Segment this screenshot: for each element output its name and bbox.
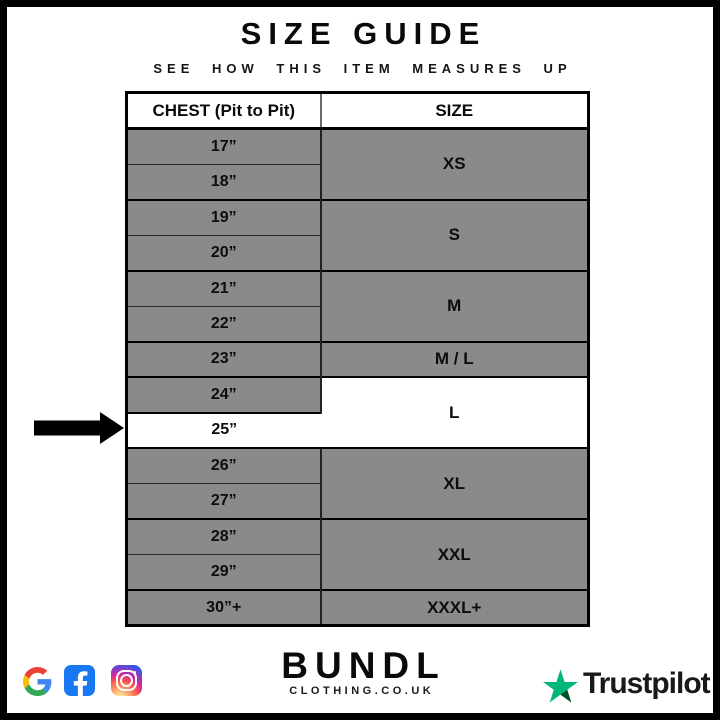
instagram-camera-body — [116, 670, 137, 691]
size-column-header: SIZE — [319, 92, 589, 130]
table-row: 26” XL — [126, 447, 589, 519]
chest-cell: 17” — [126, 127, 321, 164]
size-cell: XXXL+ — [319, 589, 589, 626]
size-cell: XL — [319, 447, 589, 519]
brand-name: BUNDL — [281, 645, 446, 686]
table-row: 24” L — [126, 376, 589, 448]
table-row: 29” — [126, 554, 589, 590]
table-row: 20” — [126, 234, 589, 271]
chest-cell: 21” — [126, 269, 321, 306]
trustpilot-wordmark: Trustpilot — [583, 667, 711, 700]
instagram-camera-flash — [133, 671, 136, 674]
trustpilot-logo[interactable]: Trustpilot — [543, 665, 711, 703]
chest-cell: 30”+ — [126, 589, 321, 626]
chest-cell: 22” — [126, 305, 321, 342]
size-cell: S — [319, 198, 589, 271]
facebook-icon[interactable] — [64, 665, 95, 696]
chest-cell: 23” — [126, 340, 321, 377]
chest-cell: 24” — [126, 376, 322, 413]
table-row-highlighted: 25” — [126, 411, 589, 448]
chest-column-header: CHEST (Pit to Pit) — [126, 92, 321, 130]
google-icon[interactable] — [23, 667, 52, 696]
instagram-icon[interactable] — [111, 665, 142, 696]
chest-cell: 26” — [126, 447, 321, 484]
chest-cell: 29” — [126, 554, 321, 590]
chest-cell: 19” — [126, 198, 321, 235]
trustpilot-star-icon — [543, 669, 578, 703]
table-row: 30”+ XXXL+ — [126, 589, 589, 626]
chest-cell: 20” — [126, 234, 321, 271]
brand-tagline: CLOTHING.CO.UK — [289, 685, 435, 697]
table-row: 18” — [126, 163, 589, 200]
table-row: 21” M — [126, 269, 589, 342]
size-cell: M — [319, 269, 589, 342]
table-row: 27” — [126, 483, 589, 519]
size-cell: M / L — [319, 340, 589, 377]
size-cell: XXL — [319, 518, 589, 590]
chest-cell: 28” — [126, 518, 321, 555]
table-header-row: CHEST (Pit to Pit) SIZE — [126, 92, 589, 130]
table-row: 28” XXL — [126, 518, 589, 590]
page-title: SIZE GUIDE — [240, 16, 487, 51]
page-subtitle: SEE HOW THIS ITEM MEASURES UP — [153, 61, 572, 76]
table-row: 19” S — [126, 198, 589, 271]
highlight-arrow-icon — [34, 412, 124, 444]
size-chart-table: CHEST (Pit to Pit) SIZE 17” XS 18” 19” S… — [125, 91, 590, 627]
chest-cell-highlighted: 25” — [126, 411, 321, 448]
chest-cell: 27” — [126, 483, 321, 519]
size-cell-highlighted: L — [320, 376, 589, 448]
brand-logo: BUNDL CLOTHING.CO.UK — [7, 647, 713, 697]
table-row: 22” — [126, 305, 589, 342]
size-cell: XS — [319, 127, 589, 200]
chest-cell: 18” — [126, 163, 321, 200]
instagram-camera-lens — [120, 674, 133, 687]
table-row: 17” XS — [126, 127, 589, 200]
table-row: 23” M / L — [126, 340, 589, 377]
